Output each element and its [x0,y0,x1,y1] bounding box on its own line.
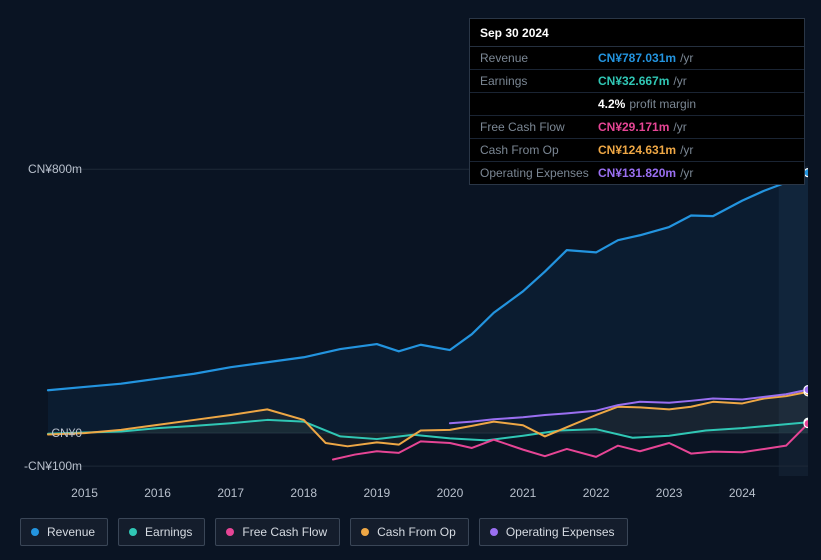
tooltip-row-suffix: /yr [680,51,693,65]
tooltip-row-suffix: /yr [673,74,686,88]
tooltip-row-suffix: /yr [680,143,693,157]
tooltip-row-label [480,97,598,111]
legend-dot-icon [361,528,369,536]
x-axis-label: 2016 [144,486,171,500]
legend-dot-icon [31,528,39,536]
legend-item[interactable]: Free Cash Flow [215,518,340,546]
y-axis-labels: CN¥800m CN¥0 -CN¥100m [0,0,88,560]
legend-item-label: Earnings [145,525,192,539]
tooltip-row: Operating ExpensesCN¥131.820m/yr [470,162,804,184]
legend-dot-icon [490,528,498,536]
series-end-marker[interactable] [804,420,808,428]
legend-item[interactable]: Revenue [20,518,108,546]
x-axis-label: 2022 [583,486,610,500]
legend-item-label: Free Cash Flow [242,525,327,539]
tooltip-rows: RevenueCN¥787.031m/yrEarningsCN¥32.667m/… [470,47,804,184]
x-axis-label: 2024 [729,486,756,500]
y-axis-label: CN¥0 [51,426,82,440]
legend-item[interactable]: Cash From Op [350,518,469,546]
tooltip-row-label: Free Cash Flow [480,120,598,134]
tooltip-row-value: CN¥32.667m [598,74,669,88]
y-axis-label: -CN¥100m [24,459,82,473]
x-axis-label: 2015 [71,486,98,500]
tooltip-row-value: CN¥131.820m [598,166,676,180]
financials-chart: CN¥800m CN¥0 -CN¥100m 2015 2016 2017 2018 2019… [0,0,821,560]
x-axis-label: 2020 [437,486,464,500]
legend-dot-icon [226,528,234,536]
legend: Revenue Earnings Free Cash Flow Cash From O… [20,518,628,546]
tooltip-row-value: 4.2% [598,97,625,111]
series-end-marker[interactable] [804,386,808,394]
tooltip-date: Sep 30 2024 [470,19,804,47]
tooltip-row: Free Cash FlowCN¥29.171m/yr [470,116,804,139]
tooltip-row: RevenueCN¥787.031m/yr [470,47,804,70]
tooltip-row-label: Cash From Op [480,143,598,157]
y-axis-label: CN¥800m [28,162,82,176]
x-axis-label: 2019 [363,486,390,500]
tooltip-row-suffix: profit margin [629,97,696,111]
tooltip-row: 4.2% profit margin [470,93,804,116]
tooltip-row: EarningsCN¥32.667m/yr [470,70,804,93]
legend-item-label: Revenue [47,525,95,539]
x-axis-label: 2021 [510,486,537,500]
legend-item-label: Cash From Op [377,525,456,539]
hover-tooltip: Sep 30 2024 RevenueCN¥787.031m/yrEarning… [469,18,805,185]
tooltip-row-suffix: /yr [680,166,693,180]
legend-item[interactable]: Operating Expenses [479,518,628,546]
x-axis-labels: 2015 2016 2017 2018 2019 2020 2021 2022 2023 2024 [0,486,821,502]
tooltip-row-label: Revenue [480,51,598,65]
tooltip-row-value: CN¥787.031m [598,51,676,65]
legend-item[interactable]: Earnings [118,518,205,546]
tooltip-row-label: Earnings [480,74,598,88]
tooltip-row-label: Operating Expenses [480,166,598,180]
legend-item-label: Operating Expenses [506,525,615,539]
legend-dot-icon [129,528,137,536]
tooltip-row-value: CN¥124.631m [598,143,676,157]
x-axis-label: 2018 [290,486,317,500]
tooltip-row: Cash From OpCN¥124.631m/yr [470,139,804,162]
tooltip-row-suffix: /yr [673,120,686,134]
x-axis-label: 2023 [656,486,683,500]
tooltip-row-value: CN¥29.171m [598,120,669,134]
x-axis-label: 2017 [217,486,244,500]
series-fill [48,173,808,434]
